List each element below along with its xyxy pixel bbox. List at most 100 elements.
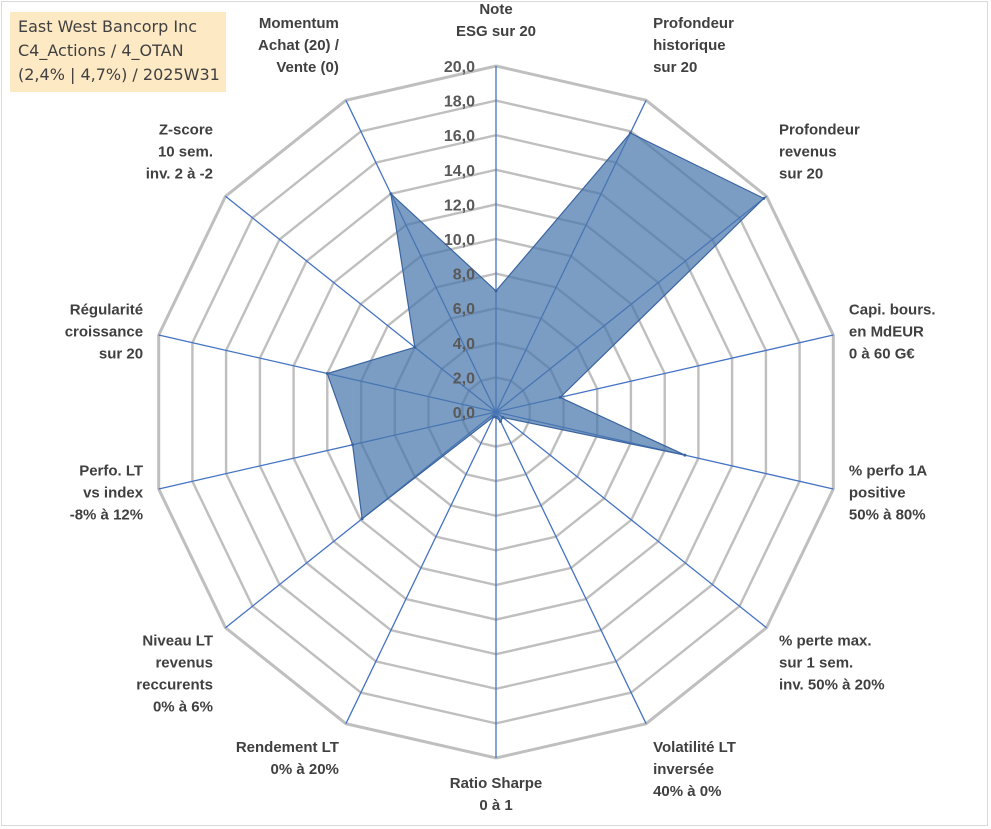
axis-label-text: % perfo 1A positive 50% à 80% bbox=[849, 463, 928, 524]
data-point-13 bbox=[413, 345, 417, 349]
axis-label-line: Régularité bbox=[70, 301, 143, 318]
axis-label-line: Note bbox=[479, 1, 512, 18]
axis-label-line: Vente (0) bbox=[276, 59, 339, 76]
data-point-10 bbox=[360, 517, 364, 521]
axis-label-line: ESG sur 20 bbox=[456, 23, 536, 40]
axis-label-text: Perfo. LT vs index -8% à 12% bbox=[70, 463, 144, 524]
data-point-3 bbox=[762, 196, 766, 200]
axis-spoke-6 bbox=[495, 411, 767, 629]
axis-label-line: Profondeur bbox=[653, 15, 734, 32]
tick-label: 20,0 bbox=[444, 59, 475, 76]
axis-label-4: Capi. bours. en MdEUR 0 à 60 G€ bbox=[849, 301, 936, 362]
axis-label-text: % perte max. sur 1 sem. inv. 50% à 20% bbox=[779, 633, 885, 694]
data-point-8 bbox=[494, 415, 498, 419]
axis-label-line: Volatilité LT bbox=[653, 739, 736, 756]
axis-label-11: Perfo. LT vs index -8% à 12% bbox=[70, 463, 144, 524]
axis-label-line: Achat (20) / bbox=[258, 37, 340, 54]
axis-label-text: Volatilité LT inversée 40% à 0% bbox=[653, 739, 736, 800]
company-name: East West Bancorp Inc bbox=[18, 17, 198, 36]
tick-label: 12,0 bbox=[444, 197, 475, 214]
axis-label-7: Volatilité LT inversée 40% à 0% bbox=[653, 739, 736, 800]
axis-label-text: Niveau LT revenus reccurents 0% à 6% bbox=[136, 633, 213, 716]
axis-label-line: 40% à 0% bbox=[653, 783, 721, 800]
axis-label-text: Note ESG sur 20 bbox=[456, 1, 536, 40]
axis-label-line: revenus bbox=[779, 143, 837, 160]
axis-spoke-7 bbox=[495, 411, 647, 724]
axis-label-12: Régularité croissance sur 20 bbox=[65, 301, 143, 362]
tick-label: 4,0 bbox=[453, 336, 475, 353]
axis-label-line: 0% à 6% bbox=[153, 699, 213, 716]
axis-label-text: Profondeur historique sur 20 bbox=[653, 15, 734, 76]
axis-label-14: Momentum Achat (20) / Vente (0) bbox=[258, 15, 340, 76]
tick-label: 8,0 bbox=[453, 267, 475, 284]
axis-label-line: en MdEUR bbox=[849, 323, 924, 340]
tick-label: 2,0 bbox=[453, 370, 475, 387]
axis-label-line: Rendement LT bbox=[236, 739, 339, 756]
axis-label-line: sur 20 bbox=[99, 345, 143, 362]
data-point-12 bbox=[325, 372, 329, 375]
axis-label-line: Niveau LT bbox=[142, 633, 213, 650]
axis-label-13: Z-score 10 sem. inv. 2 à -2 bbox=[146, 121, 213, 182]
axis-label-text: Rendement LT 0% à 20% bbox=[236, 739, 339, 778]
axis-label-line: % perfo 1A bbox=[849, 463, 928, 480]
tick-label: 16,0 bbox=[444, 128, 475, 145]
axis-label-line: revenus bbox=[155, 655, 213, 672]
data-point-9 bbox=[492, 415, 496, 419]
axis-label-line: 10 sem. bbox=[158, 143, 213, 160]
axis-label-line: 0% à 20% bbox=[271, 761, 339, 778]
info-box: East West Bancorp Inc C4_Actions / 4_OTA… bbox=[10, 12, 226, 92]
period-label: (2,4% | 4,7%) / 2025W31 bbox=[18, 65, 220, 84]
axis-label-1: Note ESG sur 20 bbox=[456, 1, 536, 40]
axis-label-8: Ratio Sharpe 0 à 1 bbox=[450, 775, 543, 814]
axis-label-5: % perfo 1A positive 50% à 80% bbox=[849, 463, 928, 524]
portfolio-label: C4_Actions / 4_OTAN bbox=[18, 41, 184, 60]
axis-label-line: Momentum bbox=[259, 15, 339, 32]
series-layer bbox=[325, 131, 766, 521]
axis-label-10: Niveau LT revenus reccurents 0% à 6% bbox=[136, 633, 213, 716]
axis-label-text: Momentum Achat (20) / Vente (0) bbox=[258, 15, 340, 76]
axis-label-text: Ratio Sharpe 0 à 1 bbox=[450, 775, 543, 814]
data-point-4 bbox=[558, 395, 562, 399]
data-point-2 bbox=[628, 131, 632, 135]
axis-label-line: Profondeur bbox=[779, 121, 860, 138]
axis-label-line: % perte max. bbox=[779, 633, 872, 650]
axis-label-text: Capi. bours. en MdEUR 0 à 60 G€ bbox=[849, 301, 936, 362]
axis-label-9: Rendement LT 0% à 20% bbox=[236, 739, 339, 778]
axis-label-line: -8% à 12% bbox=[70, 507, 143, 524]
tick-layer: 0,0 2,0 4,0 6,0 8,0 10,0 12,0 14,0 16,0 18,0 20,0 bbox=[444, 59, 475, 422]
tick-label: 10,0 bbox=[444, 232, 475, 249]
data-point-5 bbox=[683, 453, 687, 457]
tick-label: 18,0 bbox=[444, 94, 475, 111]
axis-label-line: reccurents bbox=[136, 677, 213, 694]
axis-label-line: historique bbox=[653, 37, 726, 54]
axis-label-line: Ratio Sharpe bbox=[450, 775, 543, 792]
axis-label-line: vs index bbox=[83, 485, 144, 502]
label-layer: Note ESG sur 20 Profondeur historique sur 20… bbox=[65, 1, 936, 814]
axis-label-2: Profondeur historique sur 20 bbox=[653, 15, 734, 76]
data-point-14 bbox=[389, 192, 393, 196]
axis-label-line: Z-score bbox=[159, 121, 213, 138]
axis-label-line: inv. 2 à -2 bbox=[146, 165, 213, 182]
axis-label-line: 0 à 60 G€ bbox=[849, 345, 916, 362]
axis-label-text: Régularité croissance sur 20 bbox=[65, 301, 143, 362]
tick-label: 6,0 bbox=[453, 301, 475, 318]
axis-label-line: inv. 50% à 20% bbox=[779, 677, 885, 694]
axis-label-line: croissance bbox=[65, 323, 143, 340]
axis-label-text: Z-score 10 sem. inv. 2 à -2 bbox=[146, 121, 213, 182]
axis-label-line: 50% à 80% bbox=[849, 507, 926, 524]
axis-label-line: Perfo. LT bbox=[79, 463, 143, 480]
data-point-11 bbox=[351, 443, 355, 447]
axis-label-text: Profondeur revenus sur 20 bbox=[779, 121, 860, 182]
axis-label-line: positive bbox=[849, 485, 906, 502]
axis-label-line: inversée bbox=[653, 761, 714, 778]
axis-label-3: Profondeur revenus sur 20 bbox=[779, 121, 860, 182]
tick-label: 0,0 bbox=[453, 405, 475, 422]
axis-label-line: Capi. bours. bbox=[849, 301, 936, 318]
data-point-7 bbox=[499, 419, 502, 423]
axis-label-line: 0 à 1 bbox=[479, 797, 512, 814]
data-point-6 bbox=[501, 415, 505, 419]
axis-label-line: sur 20 bbox=[779, 165, 823, 182]
data-point-1 bbox=[494, 289, 498, 293]
